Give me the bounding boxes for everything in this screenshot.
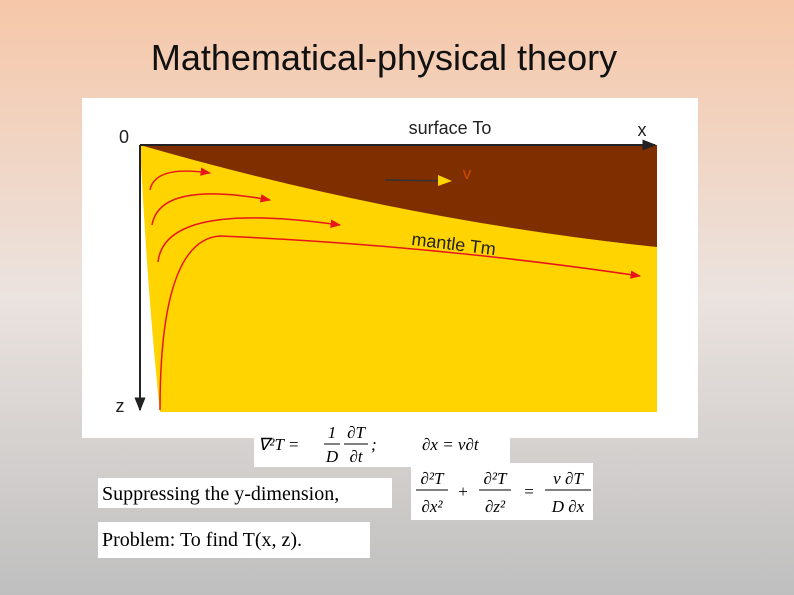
eq-text: ;: [371, 435, 377, 454]
eq-text: v ∂T: [553, 469, 584, 488]
equation-box: [254, 420, 510, 467]
z-label: z: [116, 396, 125, 416]
diagram: 0 surface To x v mantle Tm z: [82, 98, 698, 438]
slide-title: Mathematical-physical theory: [151, 37, 617, 78]
eq-text: D: [325, 447, 339, 466]
eq-text: =: [524, 482, 534, 501]
eq-text: 1: [328, 423, 337, 442]
eq-text: ∇²T =: [258, 435, 299, 454]
note-text: Suppressing the y-dimension,: [102, 483, 339, 505]
note-problem: Problem: To find T(x, z).: [98, 522, 370, 558]
eq-text: ∂x = v∂t: [422, 435, 480, 454]
note-text: Problem: To find T(x, z).: [102, 529, 302, 551]
eq-text: ∂z²: [485, 497, 506, 516]
velocity-line: [384, 179, 449, 182]
eq-text: ∂²T: [484, 469, 508, 488]
equation-steady: ∂²T ∂x² + ∂²T ∂z² = v ∂T D ∂x: [411, 463, 593, 520]
flow-lines: [149, 167, 642, 411]
note-box: [98, 478, 392, 508]
note-suppress: Suppressing the y-dimension,: [98, 478, 392, 508]
note-box: [98, 522, 370, 558]
equation-box: [411, 463, 593, 520]
eq-text: ∂T: [347, 423, 366, 442]
eq-text: ∂²T: [421, 469, 445, 488]
lithosphere: [140, 145, 657, 247]
velocity-label: v: [463, 164, 472, 183]
eq-text: +: [458, 482, 468, 501]
eq-text: D ∂x: [551, 497, 585, 516]
velocity-arrow: [438, 175, 452, 186]
origin-label: 0: [119, 127, 129, 147]
eq-text: ∂t: [349, 447, 363, 466]
surface-label: surface To: [409, 118, 492, 138]
x-label: x: [638, 120, 647, 140]
equation-heat: ∇²T = 1 D ∂T ∂t ; ∂x = v∂t: [254, 420, 510, 467]
eq-text: ∂x²: [421, 497, 443, 516]
